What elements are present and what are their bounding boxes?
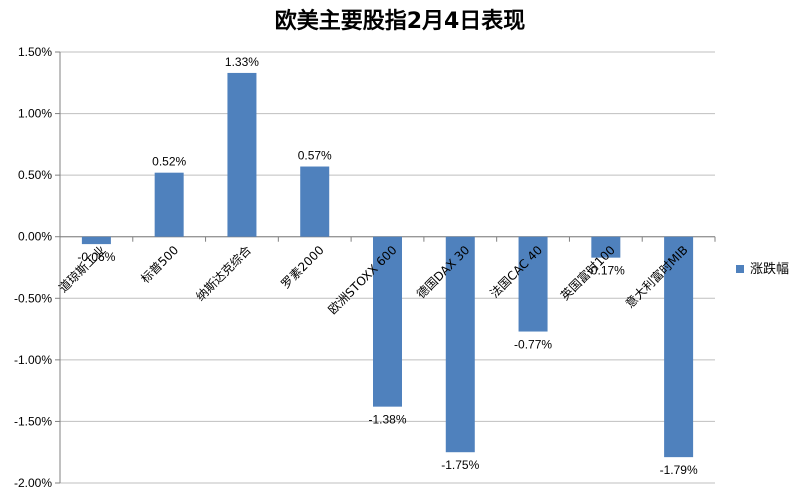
y-tick-label: -2.00% bbox=[14, 476, 52, 490]
bar bbox=[81, 236, 111, 245]
data-label: 0.57% bbox=[298, 149, 332, 163]
data-label: 1.33% bbox=[225, 55, 259, 69]
y-tick-label: 0.50% bbox=[18, 168, 52, 182]
category-label: 纳斯达克综合 bbox=[193, 242, 255, 304]
legend: 涨跌幅 bbox=[736, 261, 789, 277]
chart-title: 欧美主要股指2月4日表现 bbox=[275, 8, 526, 34]
y-axis-ticks: 1.50% 1.00% 0.50% 0.00% -0.50% -1.00% -1.50% -2… bbox=[14, 45, 52, 490]
y-tick-label: -0.50% bbox=[14, 291, 52, 305]
data-label: -1.79% bbox=[660, 463, 698, 477]
bar bbox=[664, 236, 694, 458]
bar bbox=[300, 166, 330, 237]
category-label: 标普500 bbox=[138, 243, 181, 286]
category-label: 罗素2000 bbox=[278, 243, 326, 291]
data-label: -0.06% bbox=[77, 250, 115, 264]
bar bbox=[373, 236, 402, 407]
data-label: -1.75% bbox=[441, 458, 479, 472]
bars bbox=[81, 72, 694, 458]
data-label: -1.38% bbox=[368, 413, 406, 427]
y-tick-label: -1.50% bbox=[14, 414, 52, 428]
data-label: 0.52% bbox=[152, 155, 186, 169]
data-label: -0.17% bbox=[587, 264, 625, 278]
bar bbox=[445, 236, 475, 453]
data-labels: -0.06% 0.52% 1.33% 0.57% -1.38% -1.75% -0.77% -… bbox=[77, 55, 698, 477]
bar bbox=[591, 236, 621, 258]
data-label: -0.77% bbox=[514, 338, 552, 352]
y-tick-label: 0.00% bbox=[18, 230, 52, 244]
y-tick-label: 1.50% bbox=[18, 45, 52, 59]
y-tick-label: -1.00% bbox=[14, 353, 52, 367]
legend-label: 涨跌幅 bbox=[750, 261, 789, 277]
bar bbox=[227, 72, 257, 237]
y-tick-label: 1.00% bbox=[18, 107, 52, 121]
legend-swatch bbox=[736, 265, 744, 273]
bar bbox=[154, 172, 184, 237]
bar bbox=[518, 236, 548, 332]
